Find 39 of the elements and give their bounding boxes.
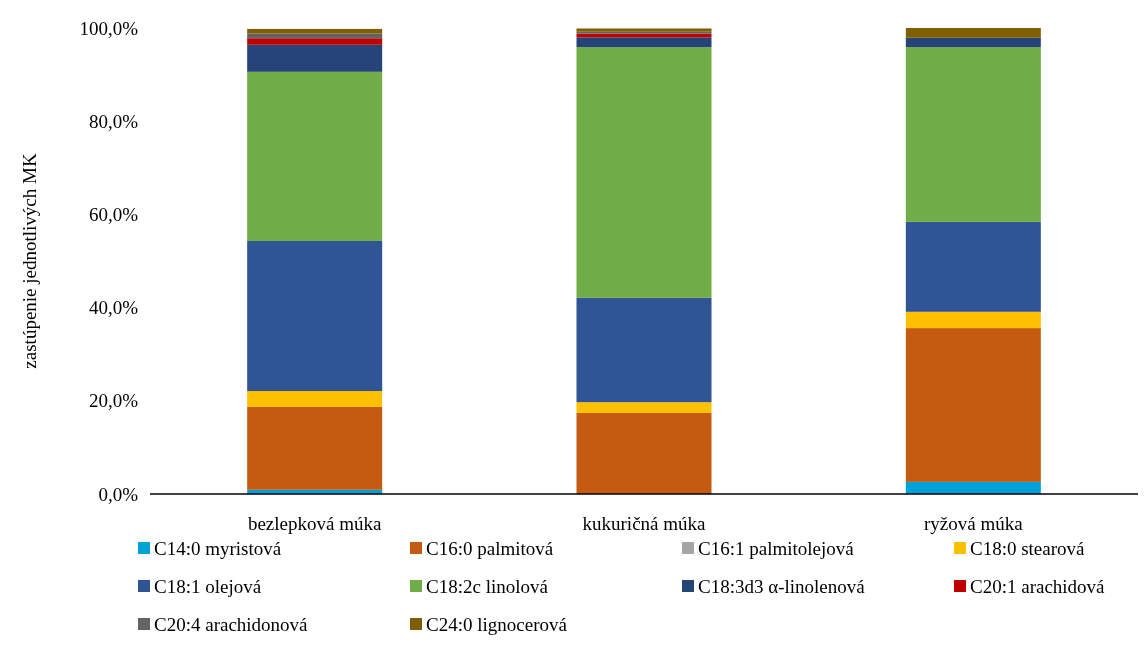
x-tick-label: kukuričná múka [582,513,707,534]
bar [576,297,712,403]
y-tick-label: 20,0% [88,390,139,412]
bar [247,38,383,45]
legend-label: C18:1 olejová [154,575,262,597]
y-tick-label: 0,0% [98,483,139,505]
bar [905,221,1041,312]
bar [905,28,1041,38]
legend-label: C20:1 arachidová [970,575,1106,597]
bar [905,481,1041,494]
y-tick-label: 80,0% [88,110,139,132]
bar [576,37,712,48]
bar [247,28,383,34]
bar [576,47,712,298]
legend-label: C18:2c linolová [426,575,549,597]
legend-label: C16:0 palmitová [426,537,554,559]
legend-label: C24:0 lignocerová [426,613,568,635]
bar [247,71,383,241]
legend-label: C16:1 palmitolejová [698,537,855,559]
y-axis-title: zastúpenie jednotlivých MK [19,153,40,369]
bar [247,44,383,72]
bar [576,412,712,494]
bar [905,311,1041,329]
x-tick-label: bezlepková múka [247,513,382,534]
legend-label: C18:3d3 α-linolenová [698,575,866,597]
bar [576,402,712,413]
legend-label: C14:0 myristová [154,537,282,559]
bar [905,328,1041,482]
bar [247,240,383,392]
bar [247,391,383,407]
legend-label: C18:0 stearová [970,537,1086,559]
bar [905,47,1041,222]
y-tick-label: 60,0% [88,204,139,226]
y-tick-label: 100,0% [79,17,139,39]
legend-label: C20:4 arachidonová [154,613,309,635]
x-tick-label: ryžová múka [924,513,1024,534]
y-tick-label: 40,0% [88,297,139,319]
bar [905,37,1041,48]
bar [247,406,383,490]
